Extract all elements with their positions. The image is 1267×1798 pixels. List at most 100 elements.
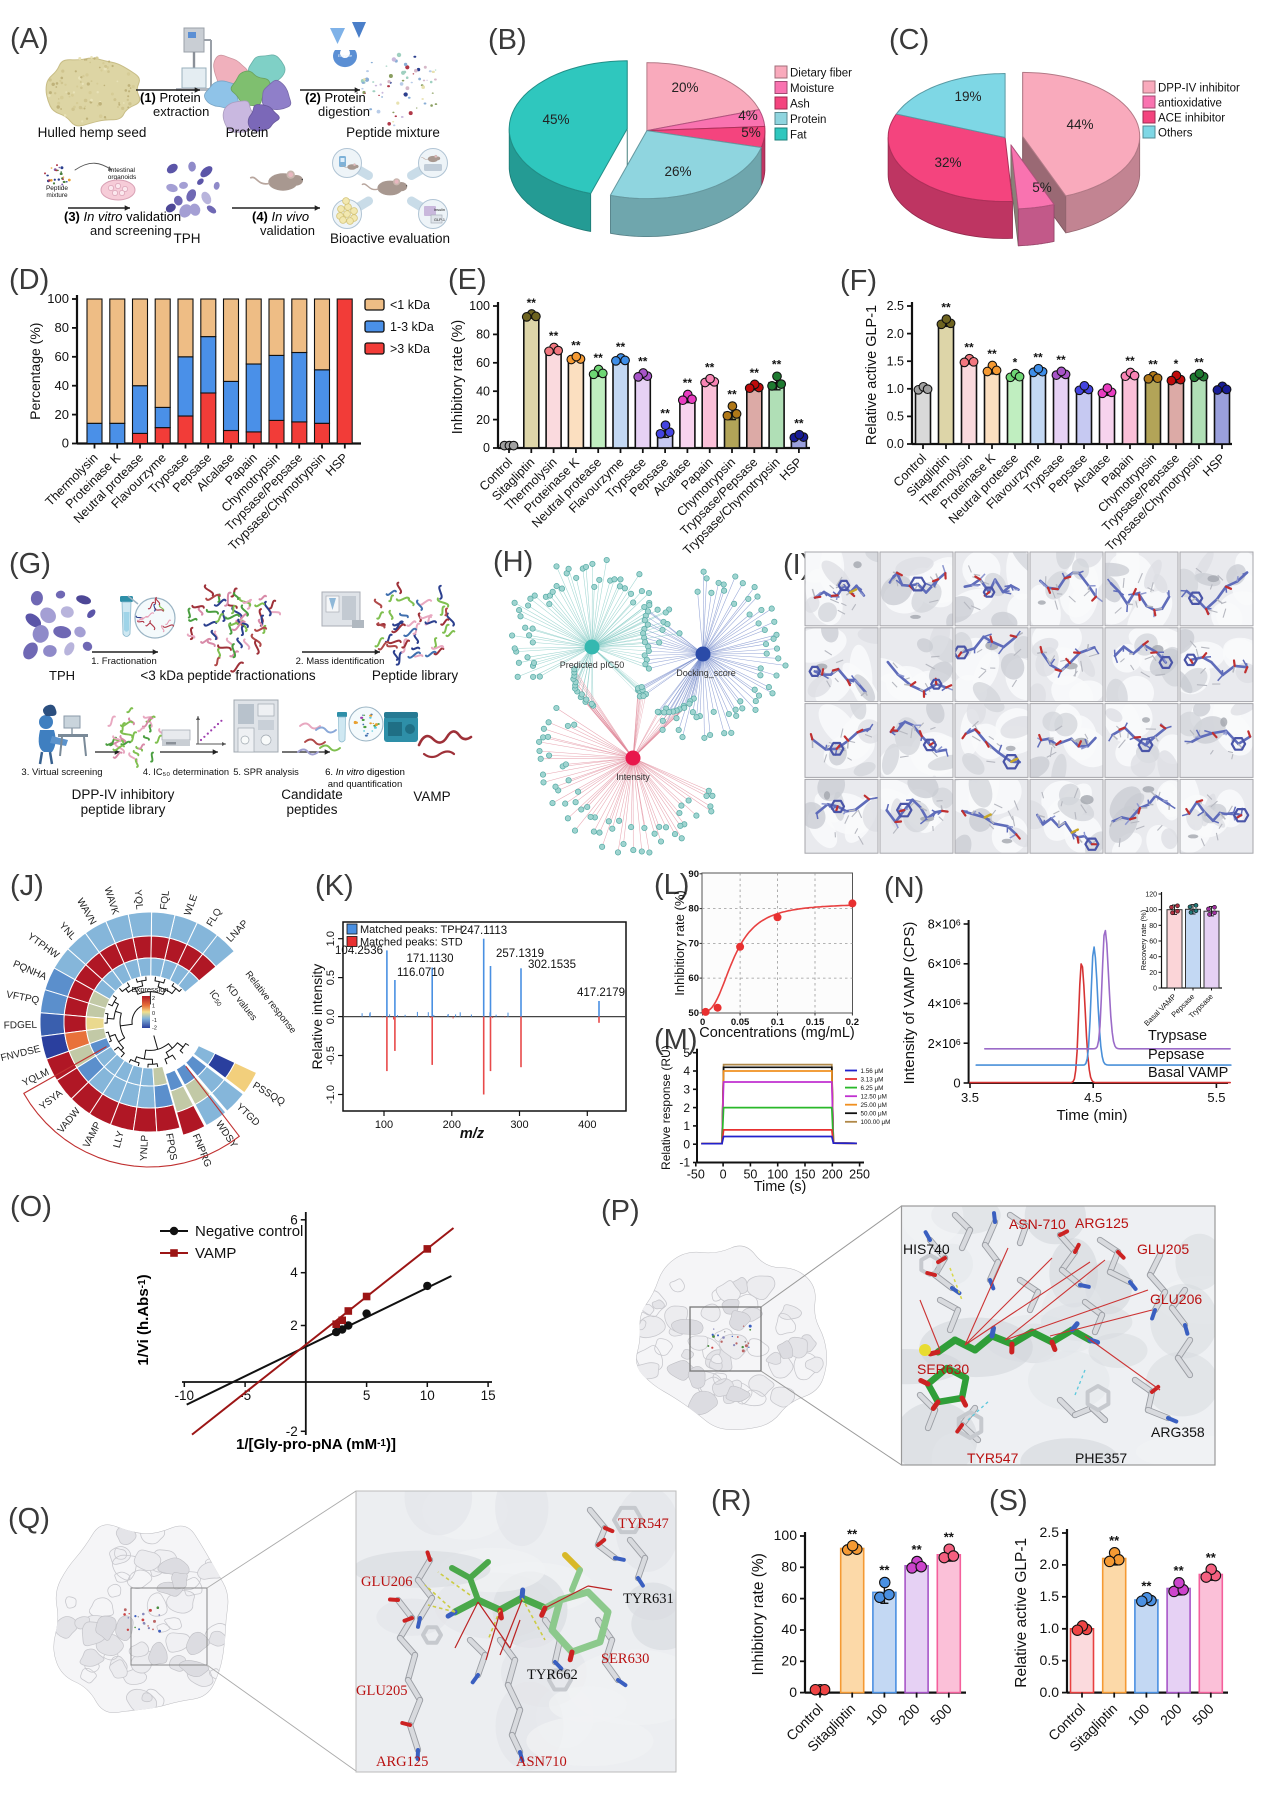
svg-text:1.56 μM: 1.56 μM	[861, 1068, 884, 1075]
svg-text:Relative active GLP-1: Relative active GLP-1	[1013, 1538, 1030, 1688]
svg-text:(3) In vitro validation: (3) In vitro validation	[64, 209, 181, 224]
svg-text:120: 120	[1145, 892, 1157, 899]
svg-text:**: **	[549, 329, 559, 343]
svg-text:**: **	[571, 338, 581, 352]
svg-text:171.1130: 171.1130	[406, 953, 453, 965]
svg-text:*: *	[1174, 357, 1179, 371]
svg-text:247.1113: 247.1113	[461, 925, 507, 937]
svg-text:GLU206: GLU206	[361, 1574, 413, 1590]
svg-text:3.5: 3.5	[961, 1090, 979, 1105]
svg-text:40: 40	[476, 384, 490, 398]
svg-text:Basal VAMP: Basal VAMP	[1148, 1065, 1228, 1081]
svg-text:4.5: 4.5	[1084, 1090, 1102, 1105]
svg-text:40: 40	[1149, 954, 1157, 961]
svg-text:FDGEL: FDGEL	[4, 1020, 38, 1032]
svg-text:-10: -10	[175, 1388, 195, 1403]
svg-text:Fat: Fat	[790, 130, 807, 142]
svg-text:32%: 32%	[934, 155, 961, 170]
svg-text:0.5: 0.5	[1040, 1652, 1060, 1668]
svg-text:1.5: 1.5	[887, 354, 904, 368]
svg-text:60: 60	[55, 349, 69, 364]
svg-text:(J): (J)	[10, 870, 44, 902]
svg-text:**: **	[794, 417, 804, 431]
svg-text:100: 100	[375, 1119, 393, 1131]
svg-text:Percentage (%): Percentage (%)	[27, 323, 43, 420]
svg-text:peptides: peptides	[286, 802, 337, 817]
svg-text:**: **	[987, 347, 997, 361]
svg-text:mixture: mixture	[46, 192, 68, 199]
svg-text:1.0: 1.0	[887, 382, 904, 396]
svg-text:HIS740: HIS740	[903, 1241, 950, 1257]
svg-text:Peptide: Peptide	[46, 185, 68, 192]
svg-text:-1.0: -1.0	[325, 1085, 337, 1104]
svg-text:80: 80	[1149, 923, 1157, 930]
svg-text:Relative active GLP-1: Relative active GLP-1	[864, 305, 880, 445]
svg-text:Hulled hemp seed: Hulled hemp seed	[38, 125, 147, 140]
svg-text:2.5: 2.5	[887, 299, 904, 313]
svg-text:VAMP: VAMP	[413, 789, 450, 804]
svg-text:3: 3	[683, 1083, 690, 1097]
svg-text:2: 2	[290, 1318, 298, 1333]
svg-text:(R): (R)	[711, 1485, 751, 1517]
svg-text:**: **	[1174, 1563, 1185, 1578]
svg-text:**: **	[1148, 358, 1158, 372]
svg-text:Matched peaks: TPH: Matched peaks: TPH	[360, 924, 463, 936]
svg-text:**: **	[594, 351, 604, 365]
svg-text:40: 40	[781, 1621, 797, 1637]
svg-text:0: 0	[152, 1011, 155, 1017]
svg-text:90: 90	[688, 869, 699, 880]
svg-text:200: 200	[822, 1168, 843, 1182]
svg-text:**: **	[638, 355, 648, 369]
svg-text:m/z: m/z	[460, 1126, 485, 1142]
svg-text:19%: 19%	[954, 89, 981, 104]
svg-text:80: 80	[476, 328, 490, 342]
svg-text:60: 60	[781, 1590, 797, 1606]
svg-text:YQL: YQL	[132, 889, 145, 910]
svg-text:0.0: 0.0	[887, 437, 904, 451]
svg-text:Intensity: Intensity	[616, 772, 650, 782]
svg-text:**: **	[1125, 354, 1135, 368]
svg-text:Inhibitiory rate (%): Inhibitiory rate (%)	[672, 890, 687, 995]
svg-text:45%: 45%	[542, 112, 569, 127]
svg-text:5: 5	[683, 1046, 690, 1060]
svg-text:2.0: 2.0	[1040, 1556, 1060, 1572]
svg-text:5: 5	[363, 1388, 371, 1403]
svg-text:<1 kDa: <1 kDa	[390, 298, 430, 312]
svg-text:and screening: and screening	[90, 223, 172, 238]
svg-text:6. In vitro digestion: 6. In vitro digestion	[325, 767, 405, 778]
svg-text:TPH: TPH	[49, 668, 75, 683]
svg-text:antioxidative: antioxidative	[1158, 98, 1222, 110]
svg-text:**: **	[912, 1542, 923, 1557]
svg-text:4: 4	[290, 1265, 298, 1280]
svg-text:**: **	[1056, 353, 1066, 367]
svg-text:Peptide library: Peptide library	[372, 668, 459, 683]
svg-text:400: 400	[578, 1119, 596, 1131]
svg-text:60: 60	[1149, 939, 1157, 946]
svg-text:**: **	[1141, 1579, 1152, 1594]
svg-text:PHE357: PHE357	[1075, 1450, 1127, 1466]
svg-text:Insulin: Insulin	[434, 208, 445, 212]
svg-text:Protein: Protein	[226, 125, 269, 140]
svg-text:**: **	[944, 1530, 955, 1545]
svg-text:*: *	[1013, 355, 1018, 369]
svg-text:0: 0	[953, 1076, 960, 1091]
svg-text:**: **	[616, 340, 626, 354]
svg-text:Time (s): Time (s)	[754, 1179, 807, 1195]
svg-text:5%: 5%	[741, 125, 761, 140]
svg-text:Intestinal: Intestinal	[109, 167, 136, 174]
svg-text:**: **	[964, 340, 974, 354]
svg-text:1-3 kDa: 1-3 kDa	[390, 320, 434, 334]
svg-text:SER630: SER630	[917, 1361, 969, 1377]
svg-text:100.00 μM: 100.00 μM	[861, 1119, 891, 1126]
svg-text:40: 40	[55, 378, 69, 393]
svg-text:extraction: extraction	[153, 104, 209, 119]
svg-text:Peptide mixture: Peptide mixture	[346, 125, 440, 140]
svg-text:0.5: 0.5	[887, 410, 904, 424]
svg-text:Docking_score: Docking_score	[676, 668, 736, 678]
svg-text:1: 1	[152, 1003, 155, 1009]
svg-text:2. Mass identification: 2. Mass identification	[296, 656, 385, 667]
svg-text:ACE inhibitor: ACE inhibitor	[1158, 113, 1225, 125]
svg-text:**: **	[772, 358, 782, 372]
svg-text:50.00 μM: 50.00 μM	[861, 1111, 887, 1118]
svg-text:Relative response (RU): Relative response (RU)	[659, 1045, 673, 1170]
